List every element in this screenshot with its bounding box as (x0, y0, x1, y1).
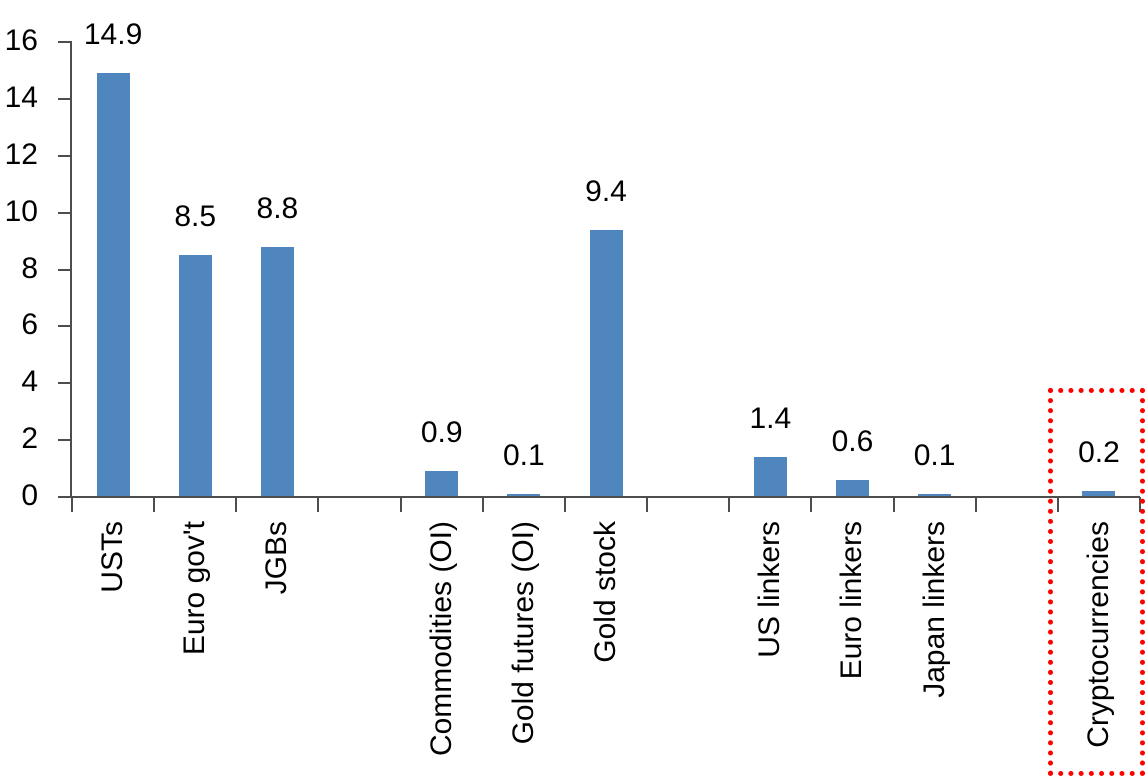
bar (1082, 491, 1116, 497)
x-axis-line (72, 496, 1140, 498)
x-axis-tick (563, 497, 566, 512)
bar (507, 494, 541, 497)
bar (589, 229, 623, 497)
y-axis-line (70, 42, 72, 497)
y-axis-tick-label: 8 (21, 251, 38, 285)
bar-value-label: 14.9 (83, 18, 143, 52)
x-axis-tick (1056, 497, 1059, 512)
bar-value-label: 0.1 (913, 439, 956, 473)
x-axis-tick (317, 497, 320, 512)
y-axis-tick (58, 41, 72, 43)
bar (260, 246, 294, 497)
y-axis-tick (58, 211, 72, 214)
category-label: JGBs (260, 521, 294, 595)
y-axis-tick-label: 0 (21, 479, 38, 512)
bar-value-label: 0.1 (502, 439, 545, 473)
y-axis-tick-label: 2 (21, 422, 38, 456)
category-label: Japan linkers (917, 521, 951, 698)
bar (178, 255, 212, 497)
x-axis-tick (153, 497, 156, 512)
bar-value-label: 0.9 (420, 416, 463, 450)
y-axis-tick (58, 268, 72, 271)
bar (918, 494, 952, 497)
bar-value-label: 0.2 (1078, 436, 1120, 470)
y-axis-tick-label: 12 (4, 137, 38, 171)
y-axis-tick-label: 16 (4, 24, 38, 57)
category-label: Euro gov't (178, 521, 212, 656)
category-label: Commodities (OI) (424, 521, 458, 757)
x-axis-tick (399, 497, 402, 512)
bar (425, 471, 459, 497)
category-label: Gold futures (OI) (506, 521, 540, 745)
x-axis-tick (235, 497, 238, 512)
x-axis-tick (646, 497, 649, 512)
bar-value-label: 0.6 (831, 424, 874, 458)
x-axis-tick (974, 497, 977, 512)
x-axis-tick (71, 497, 73, 512)
bar (96, 73, 130, 497)
y-axis-tick (58, 325, 72, 328)
highlight-box (1047, 388, 1145, 776)
bar-value-label: 8.8 (256, 191, 299, 225)
bar-value-label: 8.5 (174, 200, 217, 234)
y-axis-tick (58, 439, 72, 442)
y-axis-tick (58, 382, 72, 385)
x-axis-tick (810, 497, 813, 512)
y-axis-tick (58, 154, 72, 157)
category-label: US linkers (753, 521, 787, 658)
y-axis-tick-label: 14 (4, 80, 38, 114)
y-axis-tick-label: 10 (4, 194, 38, 228)
bar (753, 457, 787, 497)
y-axis-tick (58, 97, 72, 100)
bar-value-label: 1.4 (749, 402, 792, 436)
category-label: USTs (96, 521, 130, 593)
x-axis-tick (728, 497, 731, 512)
category-label: Gold stock (589, 521, 622, 663)
x-axis-tick (481, 497, 484, 512)
bar-value-label: 9.4 (585, 174, 627, 208)
y-axis-tick (58, 496, 72, 498)
bar (835, 479, 869, 497)
y-axis-tick-label: 6 (21, 308, 38, 342)
y-axis-tick-label: 4 (21, 365, 38, 399)
x-axis-tick (892, 497, 895, 512)
category-label: Euro linkers (835, 521, 869, 680)
